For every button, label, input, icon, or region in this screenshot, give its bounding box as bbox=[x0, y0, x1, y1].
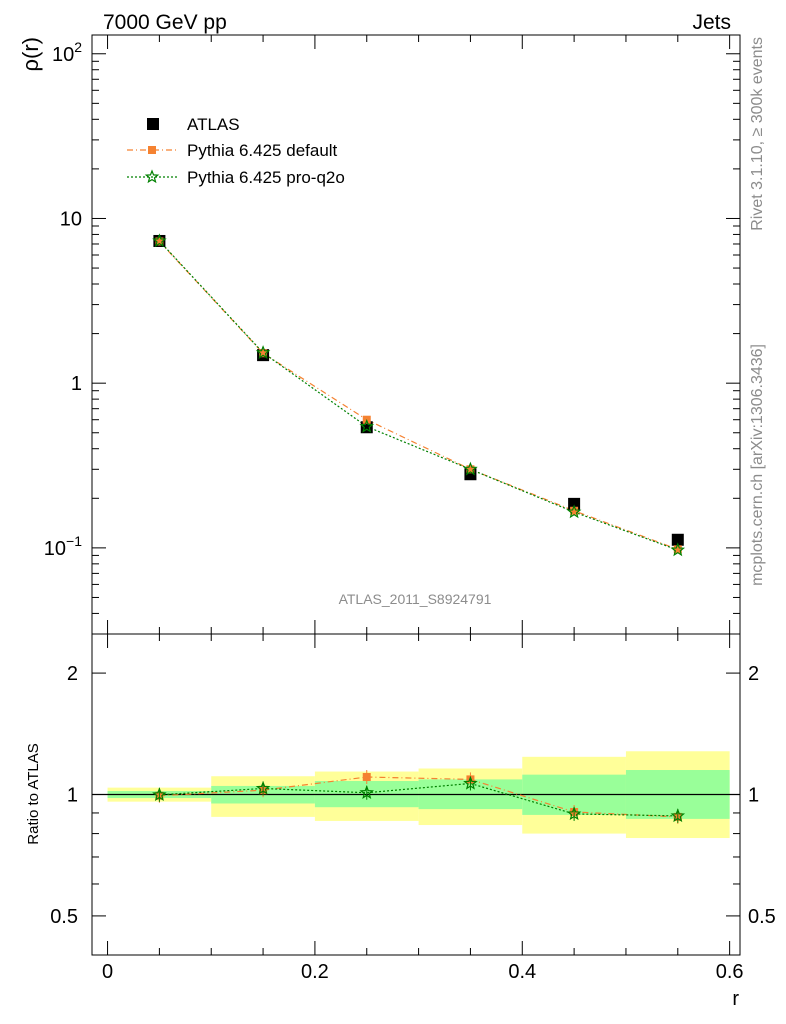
main-axis-ticks: 10−1 1 10 102 bbox=[44, 39, 740, 635]
ratio-series bbox=[152, 770, 686, 824]
default-point bbox=[673, 545, 682, 554]
x-tick-label: 0.6 bbox=[716, 961, 744, 983]
mcplots-label: mcplots.cern.ch [arXiv:1306.3436] bbox=[749, 344, 766, 586]
main-y-tick-label: 1 bbox=[71, 373, 82, 395]
main-y-axis-label: ρ(r) bbox=[18, 37, 43, 72]
main-panel: 10−1 1 10 102 ATLAS_2011_S8924791 ρ(r) bbox=[18, 34, 741, 635]
proq2o-point bbox=[359, 418, 375, 433]
proq2o-point bbox=[670, 542, 686, 557]
x-axis-ticks: 0 0.2 0.4 0.6 bbox=[102, 35, 744, 983]
series-line-default bbox=[158, 241, 679, 550]
x-tick-label: 0 bbox=[102, 961, 113, 983]
legend-default-label: Pythia 6.425 default bbox=[187, 141, 338, 160]
series-line-proq2o bbox=[158, 240, 678, 551]
ratio-y-axis-label: Ratio to ATLAS bbox=[25, 743, 42, 844]
default-point bbox=[466, 465, 475, 474]
proq2o-point bbox=[255, 345, 271, 359]
ratio-line-proq2o bbox=[159, 782, 678, 817]
x-axis-label: r bbox=[732, 988, 739, 1010]
x-tick-label: 0.2 bbox=[301, 961, 329, 983]
ratio-y-tick-label: 2 bbox=[67, 663, 78, 685]
ratio-y-tick-label: 0.5 bbox=[50, 906, 78, 928]
ratio-proq2o-point bbox=[566, 806, 582, 821]
ratio-proq2o-point bbox=[255, 780, 271, 795]
legend-atlas-marker bbox=[147, 118, 159, 130]
proq2o-point bbox=[463, 461, 478, 476]
ratio-proq2o-point bbox=[152, 787, 167, 802]
x-tick-label: 0.4 bbox=[508, 961, 536, 983]
ratio-y-tick-label-right: 2 bbox=[748, 663, 759, 685]
main-y-tick-label: 102 bbox=[52, 39, 82, 66]
ratio-y-tick-label: 1 bbox=[67, 785, 78, 807]
default-point bbox=[259, 349, 268, 358]
header-right: Jets bbox=[692, 11, 731, 34]
ratio-y-tick-label-right: 1 bbox=[748, 785, 759, 807]
main-y-tick-label: 10−1 bbox=[44, 533, 82, 560]
main-y-tick-label: 10 bbox=[60, 208, 82, 230]
legend-atlas-label: ATLAS bbox=[187, 115, 240, 134]
legend-item-atlas: ATLAS bbox=[147, 115, 240, 134]
default-point bbox=[155, 237, 164, 246]
analysis-id: ATLAS_2011_S8924791 bbox=[339, 591, 492, 607]
header-left: 7000 GeV pp bbox=[103, 11, 227, 34]
legend-item-proq2o: Pythia 6.425 pro-q2o bbox=[127, 168, 345, 187]
legend-proq2o-star-icon bbox=[144, 169, 160, 184]
legend-default-marker bbox=[148, 146, 156, 154]
legend-item-default: Pythia 6.425 default bbox=[127, 141, 338, 160]
ratio-line-default bbox=[159, 776, 678, 818]
ratio-proq2o-point bbox=[463, 775, 478, 790]
legend-proq2o-label: Pythia 6.425 pro-q2o bbox=[187, 168, 345, 187]
ratio-default-point bbox=[362, 773, 371, 782]
legend: ATLAS Pythia 6.425 default Pythia 6.425 … bbox=[127, 115, 345, 187]
rivet-label: Rivet 3.1.10, ≥ 300k events bbox=[749, 37, 766, 231]
default-point bbox=[570, 506, 579, 515]
main-series bbox=[152, 233, 686, 557]
ratio-proq2o-point bbox=[670, 808, 686, 823]
proq2o-point bbox=[566, 504, 582, 519]
atlas-point bbox=[671, 533, 684, 546]
ratio-axis-ticks: 0.5 0.5 1 1 2 2 bbox=[50, 663, 776, 956]
ratio-y-tick-label-right: 0.5 bbox=[748, 906, 776, 928]
ratio-proq2o-point bbox=[359, 785, 375, 799]
proq2o-point bbox=[152, 233, 167, 248]
ratio-panel: 0.5 0.5 1 1 2 2 Ratio to ATLAS bbox=[25, 633, 776, 956]
